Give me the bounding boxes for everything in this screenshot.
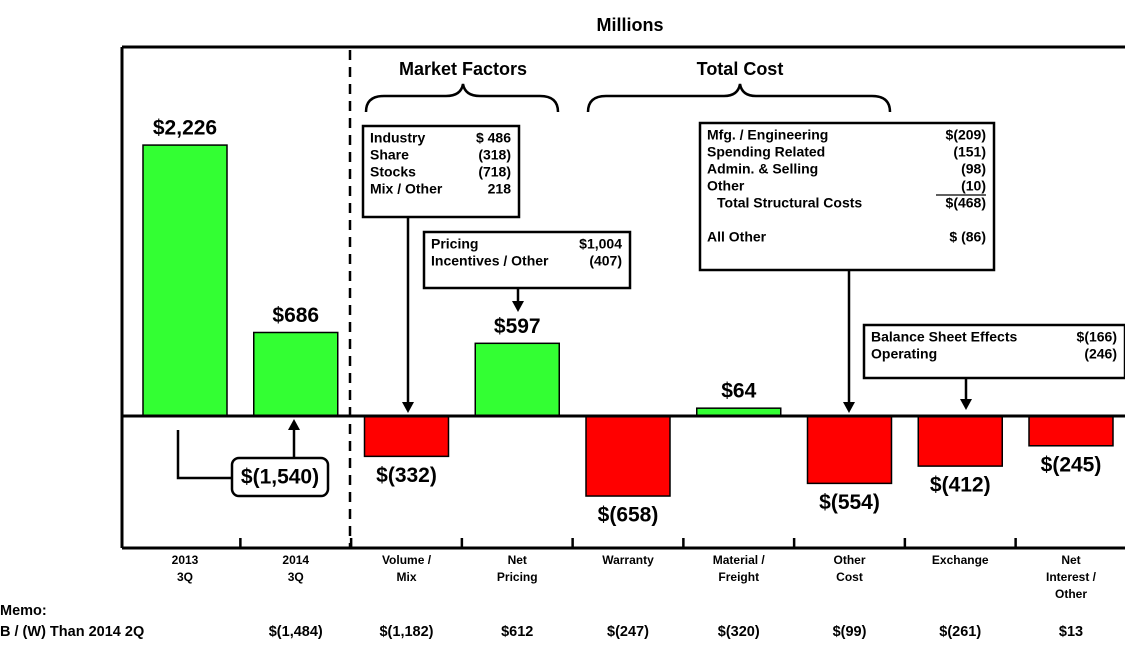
box-label: Spending Related	[707, 144, 825, 160]
box-value: (151)	[953, 144, 986, 160]
bar	[585, 415, 671, 497]
info-box	[422, 230, 632, 290]
box-label: Mix / Other	[370, 181, 443, 197]
box-value: (407)	[589, 253, 622, 269]
value-label: $2,226	[153, 117, 217, 140]
difference-label: $(1,540)	[241, 466, 319, 489]
value-label: $686	[272, 304, 319, 327]
x-tick-label: Net Interest / Other	[1046, 553, 1097, 601]
box-label: Pricing	[431, 236, 478, 252]
bracket	[176, 429, 232, 480]
box-label: Admin. & Selling	[707, 161, 818, 177]
box-value: $ (86)	[949, 229, 986, 245]
value-label: $64	[721, 380, 756, 403]
info-box	[862, 323, 1125, 380]
value-label: $(658)	[598, 504, 659, 527]
box-value: $1,004	[579, 236, 622, 252]
value-label: $(332)	[376, 464, 437, 487]
info-box	[361, 124, 521, 219]
box-value: (318)	[478, 147, 511, 163]
box-label: Stocks	[370, 164, 416, 180]
arrow-head	[843, 401, 855, 413]
box-label: Other	[707, 178, 745, 194]
memo-value: $612	[501, 624, 533, 640]
x-tick-label: Exchange	[932, 553, 989, 567]
box-label: All Other	[707, 229, 767, 245]
x-tick-label: Material / Freight	[713, 553, 766, 584]
box-value: (246)	[1084, 346, 1117, 362]
value-label: $597	[494, 315, 541, 338]
box-label: Total Structural Costs	[717, 195, 862, 211]
chart-title: Millions	[597, 15, 664, 35]
box-value: (718)	[478, 164, 511, 180]
bar	[253, 331, 339, 417]
box-label: Mfg. / Engineering	[707, 127, 828, 143]
box-label: Incentives / Other	[431, 253, 549, 269]
x-tick-label: 2014 3Q	[282, 553, 309, 584]
box-value: $(209)	[946, 127, 986, 143]
box-value: 218	[488, 181, 512, 197]
bar	[806, 415, 893, 485]
x-tick-label: Volume / Mix	[382, 553, 432, 584]
info-box	[698, 121, 996, 272]
arrow-head	[402, 401, 414, 413]
bar	[917, 415, 1003, 467]
box-label: Share	[370, 147, 409, 163]
brace	[586, 83, 892, 113]
value-label: $(245)	[1041, 453, 1102, 476]
bar	[142, 144, 228, 417]
box-value: $(468)	[946, 195, 986, 211]
memo-value: $(247)	[607, 624, 649, 640]
x-tick-label: Other Cost	[833, 553, 865, 584]
x-tick-label: Warranty	[602, 553, 654, 567]
bar	[363, 415, 450, 458]
box-label: Industry	[370, 130, 425, 146]
memo-value: $(1,484)	[269, 624, 323, 640]
group-label: Market Factors	[399, 59, 527, 79]
box-value: $ 486	[476, 130, 511, 146]
bar	[1028, 415, 1114, 447]
memo-value: $(261)	[939, 624, 981, 640]
memo-value: $13	[1059, 624, 1083, 640]
box-label: Balance Sheet Effects	[871, 329, 1017, 345]
box-value: (98)	[961, 161, 986, 177]
memo-value: $(320)	[718, 624, 760, 640]
group-label: Total Cost	[697, 59, 784, 79]
memo-label: B / (W) Than 2014 2Q	[0, 624, 144, 640]
value-label: $(412)	[930, 474, 991, 497]
memo-value: $(99)	[833, 624, 867, 640]
value-label: $(554)	[819, 491, 880, 514]
box-value: $(166)	[1077, 329, 1117, 345]
memo-title: Memo:	[0, 603, 47, 619]
arrow-head	[960, 398, 972, 410]
x-tick-label: 2013 3Q	[172, 553, 199, 584]
box-value: (10)	[961, 178, 986, 194]
brace	[364, 83, 560, 113]
x-tick-label: Net Pricing	[497, 553, 538, 584]
arrow-head	[288, 418, 300, 430]
bar	[474, 342, 560, 417]
memo-value: $(1,182)	[379, 624, 433, 640]
box-label: Operating	[871, 346, 937, 362]
arrow-head	[512, 301, 524, 312]
difference-box	[230, 456, 330, 498]
